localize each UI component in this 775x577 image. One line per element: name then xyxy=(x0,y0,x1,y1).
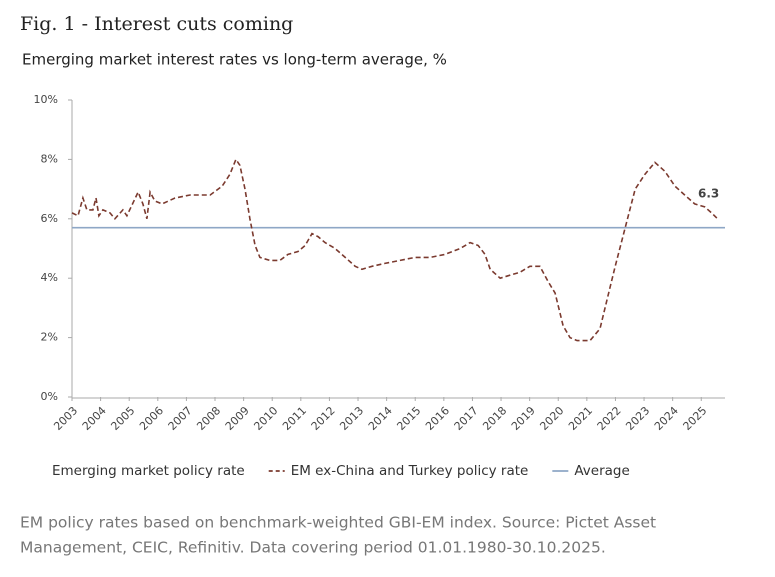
x-tick-label: 2011 xyxy=(280,404,309,433)
y-tick-label: 2% xyxy=(41,331,58,344)
x-tick-label: 2018 xyxy=(480,404,509,433)
x-tick-label: 2017 xyxy=(452,404,481,433)
x-tick-label: 2007 xyxy=(166,404,195,433)
x-tick-label: 2008 xyxy=(194,404,223,433)
footnote: Management, CEIC, Refinitiv. Data coveri… xyxy=(20,539,606,557)
x-tick-label: 2005 xyxy=(108,404,137,433)
x-tick-label: 2004 xyxy=(80,404,109,433)
series-line xyxy=(71,157,719,342)
x-tick-label: 2023 xyxy=(623,404,652,433)
footnote: EM policy rates based on benchmark-weigh… xyxy=(20,514,656,532)
x-tick-label: 2020 xyxy=(537,404,566,433)
legend-label: Emerging market policy rate xyxy=(52,463,245,479)
x-tick-label: 2012 xyxy=(309,404,338,433)
x-tick-label: 2014 xyxy=(366,404,395,433)
x-tick-label: 2024 xyxy=(652,404,681,433)
x-tick-label: 2006 xyxy=(137,404,166,433)
x-tick-label: 2010 xyxy=(251,404,280,433)
legend-label: EM ex-China and Turkey policy rate xyxy=(291,463,529,479)
y-tick-label: 6% xyxy=(41,212,58,225)
x-tick-label: 2015 xyxy=(394,404,423,433)
annotation: 6.3 xyxy=(698,187,719,201)
legend-label: Average xyxy=(574,463,629,479)
y-tick-label: 10% xyxy=(34,93,58,106)
x-tick-label: 2019 xyxy=(509,404,538,433)
x-tick-label: 2021 xyxy=(566,404,595,433)
x-tick-label: 2025 xyxy=(681,404,710,433)
x-tick-label: 2022 xyxy=(595,404,624,433)
y-tick-label: 4% xyxy=(41,271,58,284)
y-tick-label: 0% xyxy=(41,390,58,403)
x-tick-label: 2003 xyxy=(51,404,80,433)
x-tick-label: 2009 xyxy=(223,404,252,433)
x-tick-label: 2016 xyxy=(423,404,452,433)
chart-subtitle: Emerging market interest rates vs long-t… xyxy=(22,51,447,69)
y-tick-label: 8% xyxy=(41,152,58,165)
chart-title: Fig. 1 - Interest cuts coming xyxy=(20,13,293,35)
x-tick-label: 2013 xyxy=(337,404,366,433)
